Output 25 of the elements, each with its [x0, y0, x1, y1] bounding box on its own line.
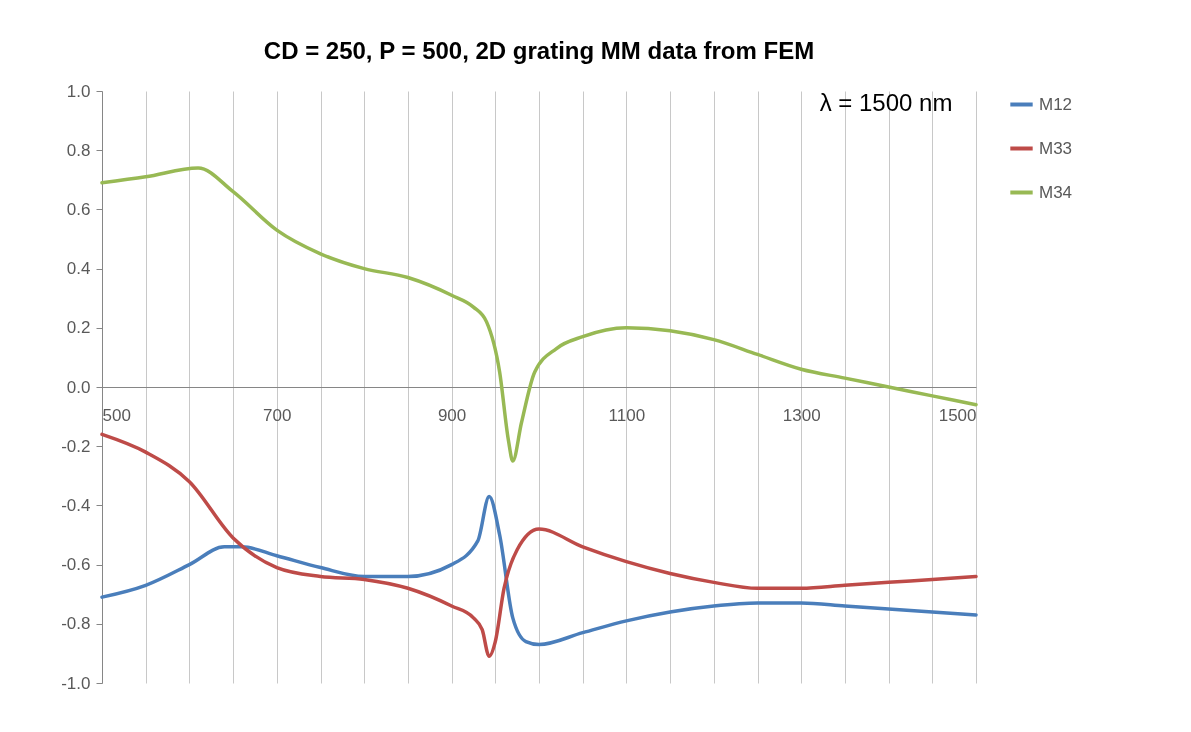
line-series — [100, 494, 978, 647]
y-tick-label: 1.0 — [66, 81, 91, 101]
chart-title: CD = 250, P = 500, 2D grating MM data from FEM — [263, 37, 815, 64]
y-tick-label: 0.0 — [66, 377, 91, 397]
x-tick-label: 1100 — [608, 405, 646, 425]
legend-label: M34 — [1039, 182, 1073, 202]
y-tick-label: -1.0 — [61, 673, 91, 693]
y-tick-label: 0.6 — [66, 199, 91, 219]
y-tick-label: -0.8 — [61, 614, 91, 634]
x-tick-label: 700 — [263, 405, 292, 425]
line-series — [100, 166, 978, 463]
y-tick-label: -0.4 — [61, 495, 91, 515]
x-tick-label: 1300 — [782, 405, 821, 425]
y-tick-label: 0.2 — [66, 318, 91, 338]
y-tick-label: -0.6 — [61, 555, 91, 575]
x-tick-label: 1500 — [938, 405, 977, 425]
legend-label: M33 — [1039, 138, 1073, 158]
annotation: λ = 1500 nm — [819, 89, 953, 116]
legend-label: M12 — [1039, 94, 1073, 114]
y-tick-label: -0.2 — [61, 436, 91, 456]
x-tick-label: 500 — [102, 405, 131, 425]
y-tick-label: 0.4 — [66, 259, 91, 279]
line-series — [100, 432, 978, 659]
y-tick-label: 0.8 — [66, 140, 91, 160]
x-tick-label: 900 — [437, 405, 467, 425]
